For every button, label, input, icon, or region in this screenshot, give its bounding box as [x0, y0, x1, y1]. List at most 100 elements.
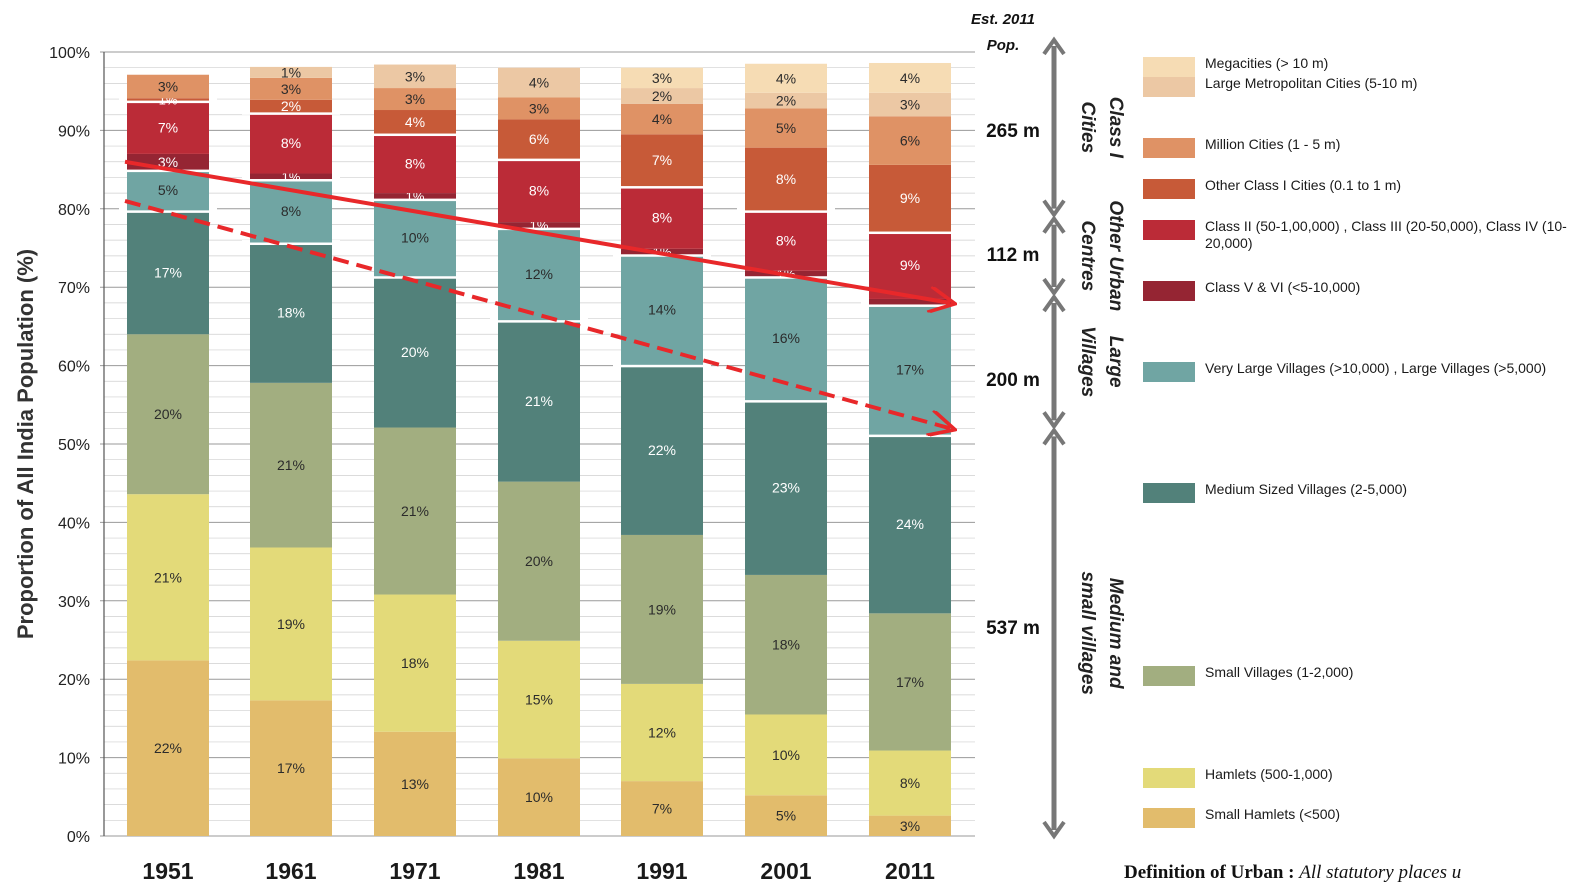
bar-segment	[745, 400, 827, 575]
bar-value-label: 22%	[154, 740, 182, 756]
legend-label: Megacities (> 10 m)	[1205, 55, 1329, 71]
bar-segment	[250, 77, 332, 100]
legend-swatch	[1143, 220, 1195, 240]
bar-segment	[745, 574, 827, 715]
legend-label: Small Villages (1-2,000)	[1205, 664, 1354, 680]
group-label: small villages	[1077, 571, 1098, 695]
bar-value-label: 4%	[529, 75, 549, 91]
legend-label: Small Hamlets (<500)	[1205, 806, 1340, 822]
bar-value-label: 10%	[401, 229, 429, 245]
bar-value-label: 8%	[776, 233, 796, 249]
bar-value-label: 15%	[525, 692, 553, 708]
y-tick-label: 90%	[58, 123, 90, 140]
arrow-head-up	[1042, 36, 1066, 56]
legend-label: Other Class I Cities (0.1 to 1 m)	[1205, 177, 1402, 193]
legend-swatch	[1143, 483, 1195, 503]
bar-segment	[869, 434, 951, 614]
bar-segment	[498, 640, 580, 759]
bar-value-label: 18%	[772, 637, 800, 653]
bar-value-label: 10%	[525, 789, 553, 805]
bar-segment	[498, 481, 580, 641]
legend-item-other-class-i: Other Class I Cities (0.1 to 1 m)	[1143, 177, 1577, 199]
bar-segment	[621, 683, 703, 782]
arrow-head-down	[1042, 277, 1066, 297]
bar-value-label: 8%	[281, 135, 301, 151]
y-tick-label: 30%	[58, 594, 90, 611]
legend-item-large-villages: Very Large Villages (>10,000) , Large Vi…	[1143, 360, 1577, 382]
bar-value-label: 17%	[154, 264, 182, 280]
bar-value-label: 3%	[405, 91, 425, 107]
legend-item-large-metro: Large Metropolitan Cities (5-10 m)	[1143, 75, 1577, 97]
bar-segment	[250, 547, 332, 701]
bar-segment	[621, 103, 703, 135]
legend-swatch	[1143, 808, 1195, 828]
bar-segment	[621, 364, 703, 535]
y-axis-title: Proportion of All India Population (%)	[13, 249, 38, 639]
x-tick-label: 1951	[142, 858, 193, 884]
y-tick-label: 70%	[58, 280, 90, 297]
bar-segment	[869, 298, 951, 305]
bar-value-label: 4%	[652, 111, 672, 127]
bar-segment	[250, 173, 332, 180]
group-population: 112 m	[987, 245, 1040, 266]
legend-label: Large Metropolitan Cities (5-10 m)	[1205, 75, 1418, 91]
bar-segment	[374, 133, 456, 194]
y-tick-label: 50%	[58, 437, 90, 454]
bar-segment	[745, 92, 827, 109]
bar-value-label: 14%	[648, 302, 676, 318]
bar-segment	[621, 534, 703, 684]
group-label: Class I	[1105, 97, 1126, 159]
y-tick-label: 60%	[58, 359, 90, 376]
bar-segment	[869, 164, 951, 232]
bar-value-label: 23%	[772, 480, 800, 496]
x-tick-label: 1971	[389, 858, 440, 884]
bar-group-gap	[861, 432, 959, 438]
bar-segment	[745, 108, 827, 148]
footer-bold: Definition of Urban :	[1124, 862, 1300, 883]
bar-value-label: 2%	[281, 98, 301, 114]
group-label: Other Urban	[1105, 200, 1126, 311]
bar-value-label: 2%	[776, 93, 796, 109]
legend: Megacities (> 10 m) Large Metropolitan C…	[1143, 0, 1581, 891]
x-tick-label: 1991	[636, 858, 687, 884]
group-label: Villages	[1077, 326, 1098, 397]
bar-segment	[127, 334, 209, 495]
bar-value-label: 16%	[772, 330, 800, 346]
y-tick-label: 100%	[49, 45, 90, 62]
bar-value-label: 19%	[277, 616, 305, 632]
bar-value-label: 21%	[154, 569, 182, 585]
bar-segment	[869, 92, 951, 117]
legend-item-small-hamlets: Small Hamlets (<500)	[1143, 806, 1577, 828]
bar-value-label: 17%	[896, 674, 924, 690]
bar-value-label: 6%	[529, 131, 549, 147]
bar-segment	[621, 781, 703, 836]
bar-segment	[869, 815, 951, 836]
solid-trend-arrow	[124, 159, 950, 303]
arrow-head-down	[1042, 820, 1066, 840]
footer-note: Definition of Urban : All statutory plac…	[1124, 862, 1461, 884]
bar-group-gap	[119, 98, 217, 104]
legend-item-hamlets: Hamlets (500-1,000)	[1143, 766, 1577, 788]
bar-segment	[621, 134, 703, 187]
bar-value-label: 7%	[158, 119, 178, 135]
bar-segment	[498, 227, 580, 321]
arrow-head-up	[1042, 215, 1066, 234]
bar-value-label: 18%	[401, 655, 429, 671]
x-tick-label: 2011	[885, 858, 935, 884]
bar-segment	[127, 100, 209, 154]
legend-item-megacities: Megacities (> 10 m)	[1143, 55, 1577, 77]
bar-value-label: 9%	[900, 257, 920, 273]
bar-value-label: 21%	[277, 457, 305, 473]
bar-value-label: 3%	[405, 68, 425, 84]
bar-segment	[374, 110, 456, 134]
bar-value-label: 12%	[525, 266, 553, 282]
x-tick-label: 2001	[760, 858, 811, 884]
bar-segment	[250, 112, 332, 174]
bar-value-label: 3%	[158, 154, 178, 170]
bar-segment	[374, 731, 456, 836]
legend-label: Class V & VI (<5-10,000)	[1205, 279, 1361, 295]
legend-swatch	[1143, 138, 1195, 158]
bar-segment	[621, 254, 703, 365]
bar-value-label: 17%	[896, 362, 924, 378]
legend-swatch	[1143, 362, 1195, 382]
